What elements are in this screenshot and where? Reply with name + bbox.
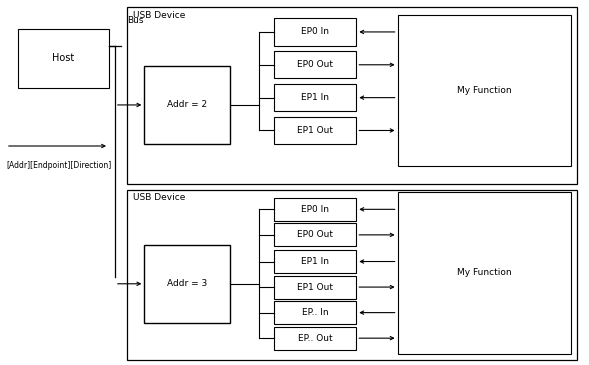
Text: USB Device: USB Device [133,11,185,20]
Text: EP0 Out: EP0 Out [297,60,333,69]
Text: EP0 In: EP0 In [301,27,329,36]
Bar [274,117,356,144]
Bar [144,245,230,323]
Bar [127,7,577,184]
Bar [398,15,571,166]
Bar [274,276,356,299]
Bar [274,327,356,350]
Text: Bus: Bus [127,16,143,26]
Bar [274,18,356,46]
Text: EP0 In: EP0 In [301,205,329,214]
Bar [274,223,356,246]
Text: USB Device: USB Device [133,193,185,203]
Text: EP1 Out: EP1 Out [297,283,333,292]
Text: EP1 In: EP1 In [301,257,329,266]
Text: Addr = 2: Addr = 2 [167,100,207,110]
Bar [18,29,109,88]
Text: My Function: My Function [457,268,512,277]
Bar [274,198,356,221]
Bar [144,66,230,144]
Bar [274,301,356,324]
Text: EP.. In: EP.. In [302,308,329,317]
Bar [127,190,577,360]
Text: [Addr][Endpoint][Direction]: [Addr][Endpoint][Direction] [6,161,111,170]
Text: EP1 In: EP1 In [301,93,329,102]
Text: EP0 Out: EP0 Out [297,230,333,239]
Text: EP1 Out: EP1 Out [297,126,333,135]
Text: EP.. Out: EP.. Out [298,334,332,343]
Bar [274,51,356,78]
Bar [274,84,356,111]
Text: My Function: My Function [457,86,512,95]
Bar [274,250,356,273]
Bar [398,192,571,354]
Text: Addr = 3: Addr = 3 [167,279,207,288]
Text: Host: Host [52,53,74,64]
